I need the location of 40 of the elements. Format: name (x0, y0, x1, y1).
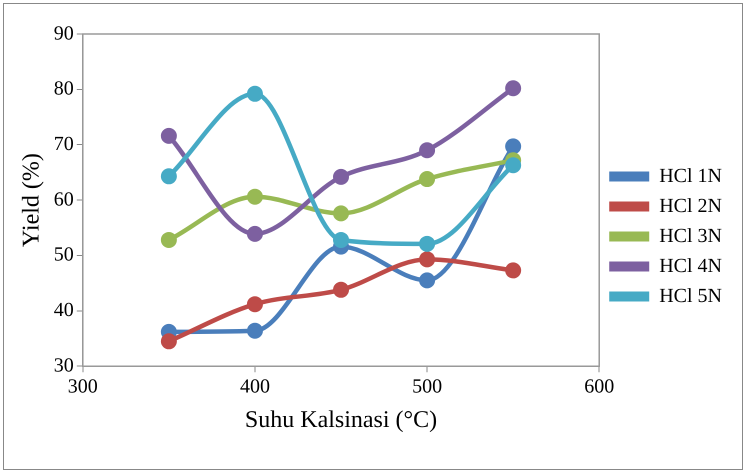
point (505, 157, 522, 174)
y-axis-title: Yield (%) (18, 153, 45, 248)
x-tick-label: 500 (412, 375, 442, 398)
point (160, 232, 177, 248)
legend-label: HCl 5N (659, 284, 722, 307)
x-axis-title: Suhu Kalsinasi (°C) (244, 406, 438, 433)
point (505, 138, 522, 154)
point (333, 205, 350, 222)
point (419, 251, 436, 268)
legend-label: HCl 3N (659, 224, 722, 247)
point (160, 333, 177, 350)
y-tick-label: 40 (54, 299, 74, 322)
y-tick-label: 70 (54, 132, 74, 155)
y-tick-label: 80 (54, 78, 74, 100)
point (160, 128, 177, 144)
point (333, 168, 350, 185)
point (246, 226, 263, 242)
point (419, 236, 436, 252)
point (505, 262, 522, 278)
point (160, 168, 177, 184)
point (419, 142, 436, 158)
point (419, 272, 436, 288)
x-tick-label: 600 (584, 375, 614, 398)
point (246, 188, 263, 205)
y-tick-label: 60 (54, 188, 74, 210)
point (246, 86, 263, 102)
point (333, 232, 350, 248)
y-tick-label: 30 (54, 354, 74, 376)
x-tick-label: 300 (68, 375, 98, 398)
y-tick-label: 90 (54, 22, 74, 44)
point (246, 322, 263, 339)
legend-label: HCl 4N (659, 254, 722, 277)
point (246, 296, 263, 312)
point (505, 80, 522, 96)
y-tick-label: 50 (54, 244, 74, 266)
point (333, 282, 350, 298)
x-tick-label: 400 (240, 375, 270, 398)
point (419, 171, 436, 188)
legend-label: HCl 2N (659, 194, 722, 217)
legend-label: HCl 1N (659, 164, 722, 187)
